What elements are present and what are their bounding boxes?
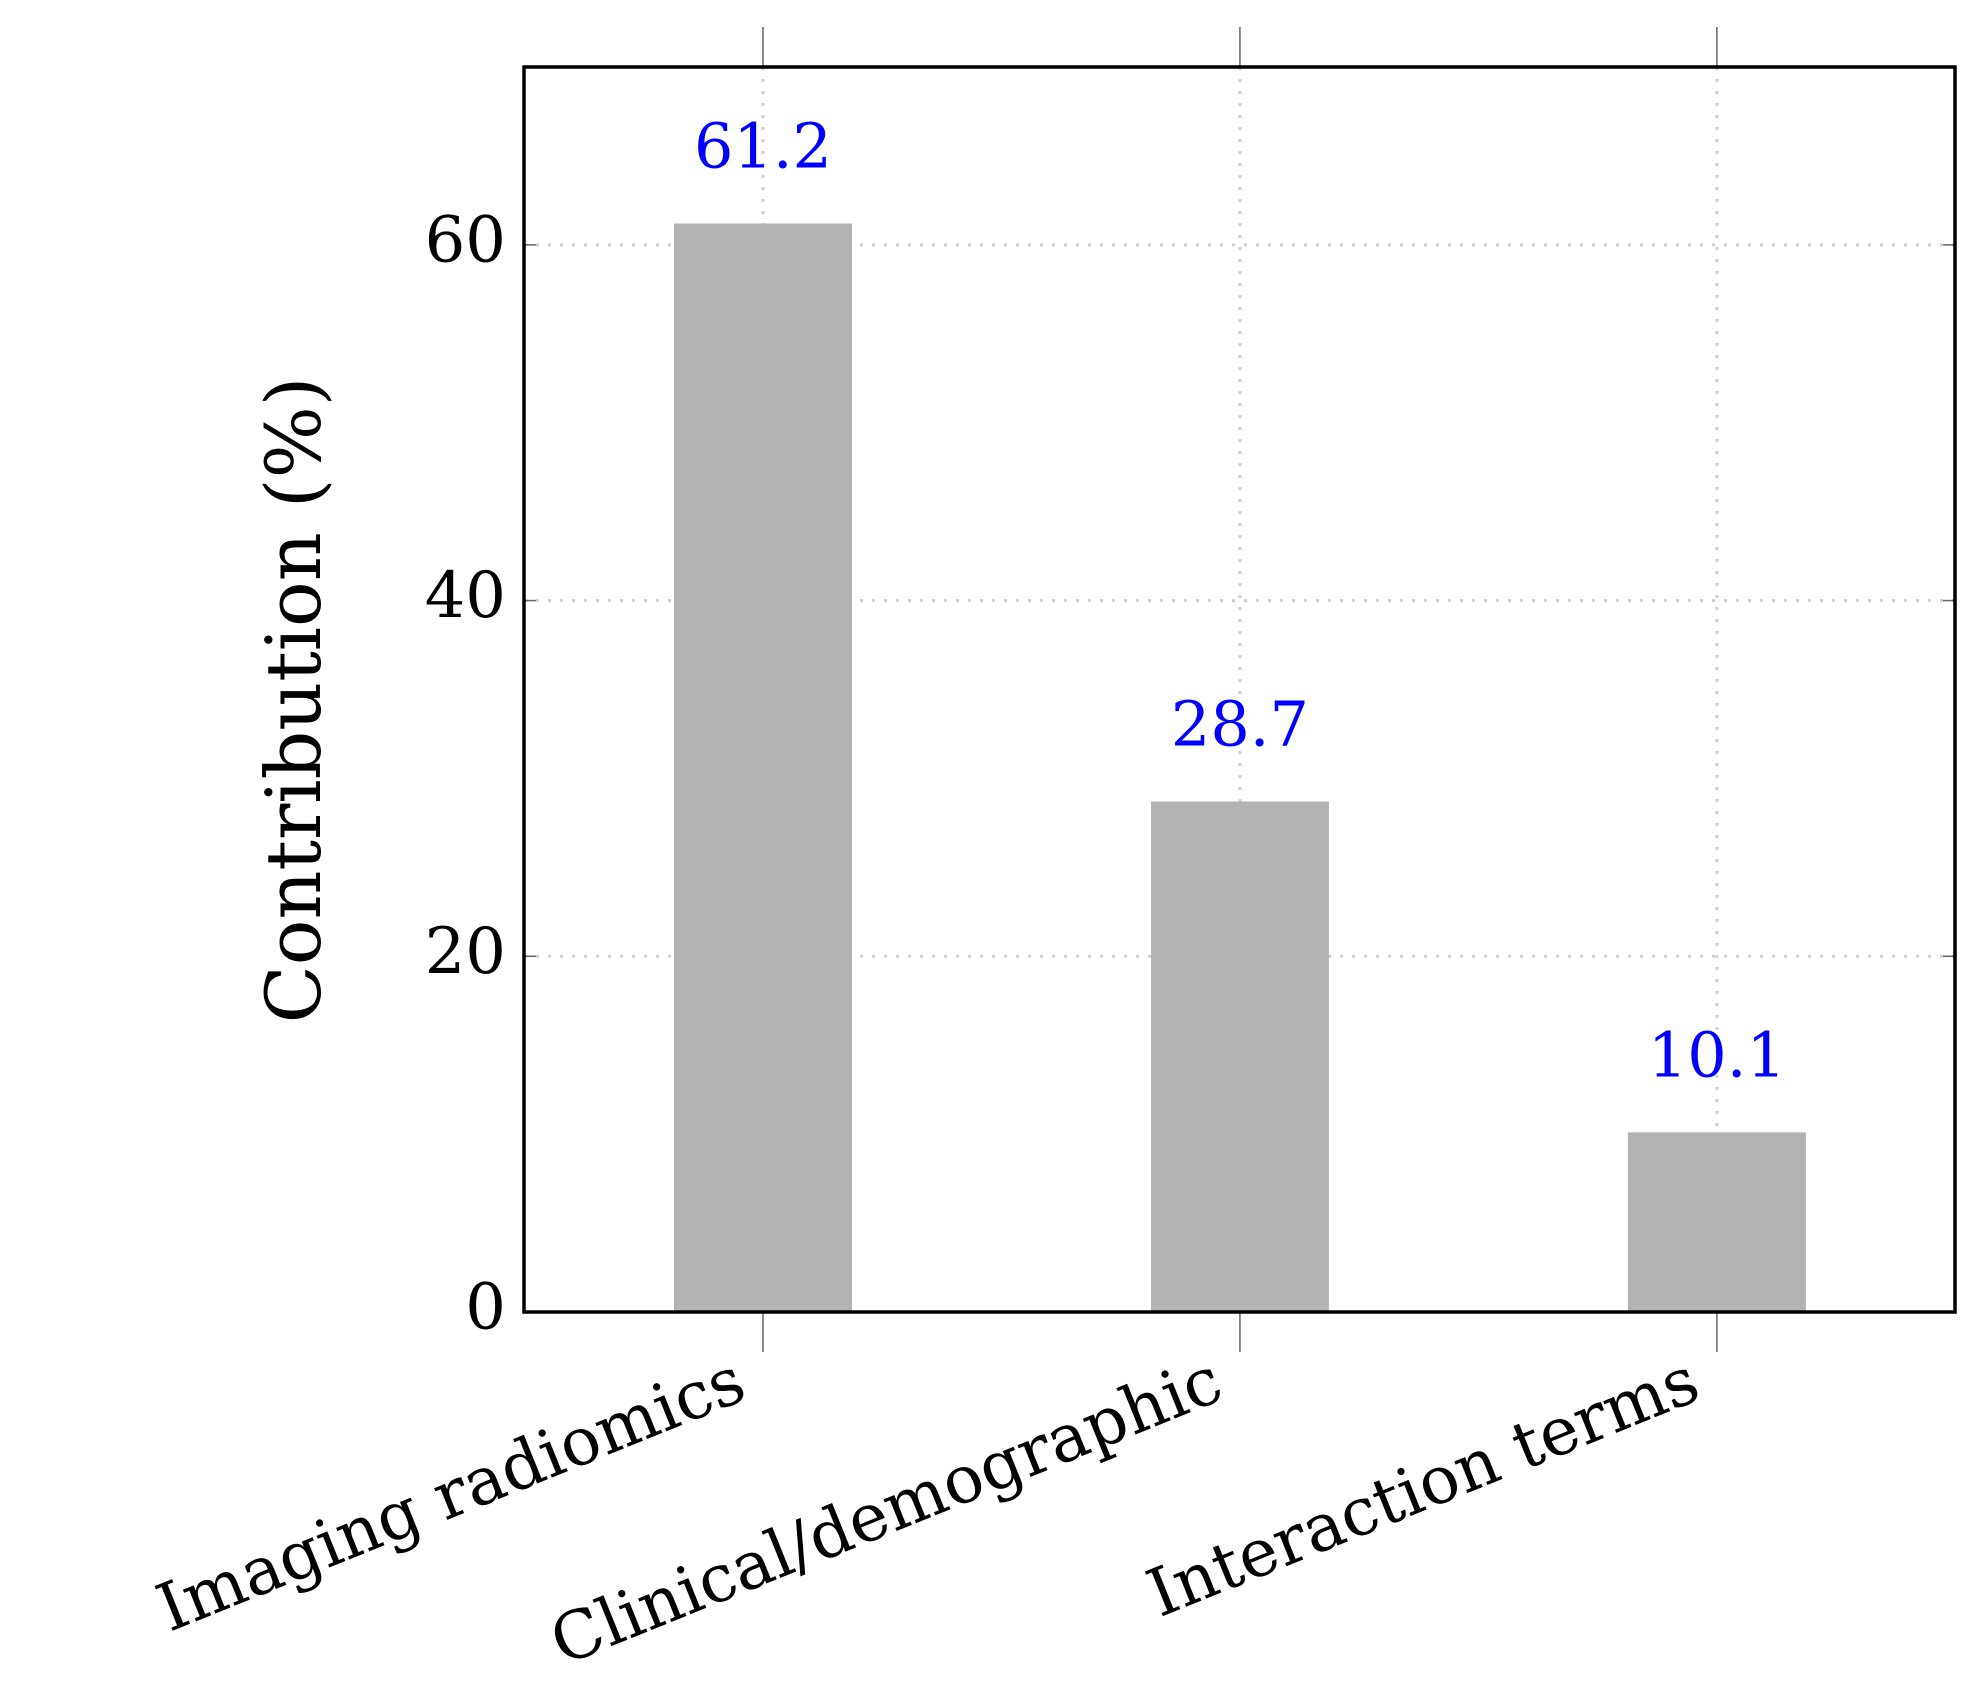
value-label: 61.2 [694,110,832,183]
bar [1150,801,1329,1312]
bar [673,223,852,1312]
value-label: 10.1 [1648,1018,1786,1091]
plot-frame [522,65,1957,1314]
x-tick-label: Interaction terms [1137,1341,1710,1632]
y-tick-label: 0 [465,1271,506,1345]
value-label: 28.7 [1171,688,1309,761]
y-tick-label: 20 [425,915,506,989]
bar [1627,1132,1806,1312]
y-tick-label: 40 [425,559,506,633]
y-axis-label: Contribution (%) [249,377,338,1024]
y-tick-label: 60 [425,203,506,277]
